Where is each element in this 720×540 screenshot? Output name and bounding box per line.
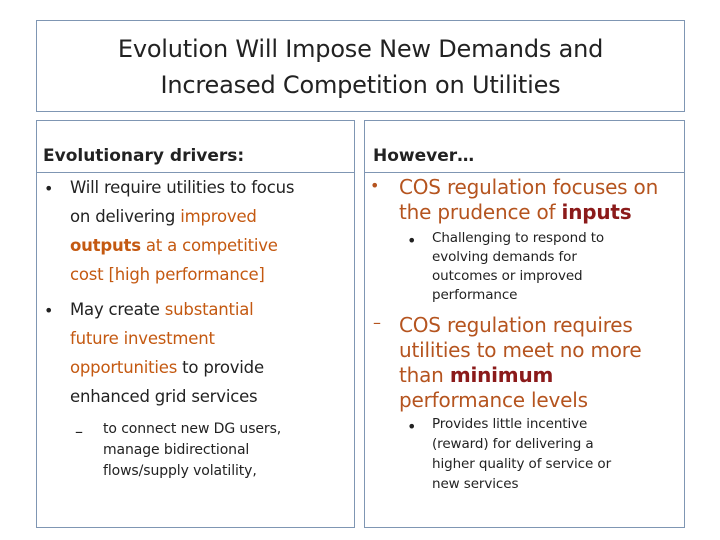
right-b2-line2: utilities to meet no more (399, 338, 642, 362)
right-b2-line3: than minimum (399, 363, 554, 387)
right-sub2-line2: (reward) for delivering a (432, 436, 594, 452)
left-divider (37, 172, 354, 173)
dash-marker: – (75, 422, 83, 441)
left-sub1-line3: flows/supply volatility, (103, 463, 257, 479)
left-b1-line1: Will require utilities to focus (70, 178, 295, 197)
right-sub2-line1: Provides little incentive (432, 416, 588, 432)
bullet-marker: • (407, 231, 417, 250)
right-sub2-line4: new services (432, 476, 519, 492)
right-heading: However… (373, 146, 475, 166)
bullet-marker: • (407, 417, 417, 436)
right-b2-line1: COS regulation requires (399, 313, 633, 337)
left-b1-line4: cost [high performance] (70, 265, 265, 284)
left-b2-line4: enhanced grid services (70, 387, 258, 406)
left-sub1-line2: manage bidirectional (103, 442, 250, 458)
slide-title-line-1: Evolution Will Impose New Demands and (117, 35, 604, 63)
left-b1-line2: on delivering improved (70, 207, 257, 226)
right-b1-line1: COS regulation focuses on (399, 175, 659, 199)
right-sub1-line1: Challenging to respond to (432, 230, 605, 246)
left-b2-line2: future investment (70, 329, 215, 348)
title-box: Evolution Will Impose New Demands and In… (36, 20, 685, 112)
right-column: However… • COS regulation focuses on the… (364, 120, 685, 528)
right-b1-line2: the prudence of inputs (399, 200, 632, 224)
left-heading: Evolutionary drivers: (43, 146, 245, 166)
bullet-marker: • (44, 301, 54, 320)
bullet-marker: • (44, 179, 54, 198)
left-sub1-line1: to connect new DG users, (103, 421, 282, 437)
bullet-marker: • (370, 176, 380, 195)
right-sub1-line4: performance (432, 287, 518, 303)
right-divider (365, 172, 684, 173)
slide-title-line-2: Increased Competition on Utilities (160, 71, 561, 99)
right-sub1-line2: evolving demands for (432, 249, 577, 265)
left-b2-line3: opportunities to provide (70, 358, 264, 377)
right-b2-line4: performance levels (399, 388, 588, 412)
left-b1-line3: outputs at a competitive (70, 236, 278, 255)
right-sub2-line3: higher quality of service or (432, 456, 612, 472)
dash-marker: – (373, 313, 381, 332)
left-b2-line1: May create substantial (70, 300, 254, 319)
right-sub1-line3: outcomes or improved (432, 268, 583, 284)
left-column: Evolutionary drivers: • Will require uti… (36, 120, 355, 528)
